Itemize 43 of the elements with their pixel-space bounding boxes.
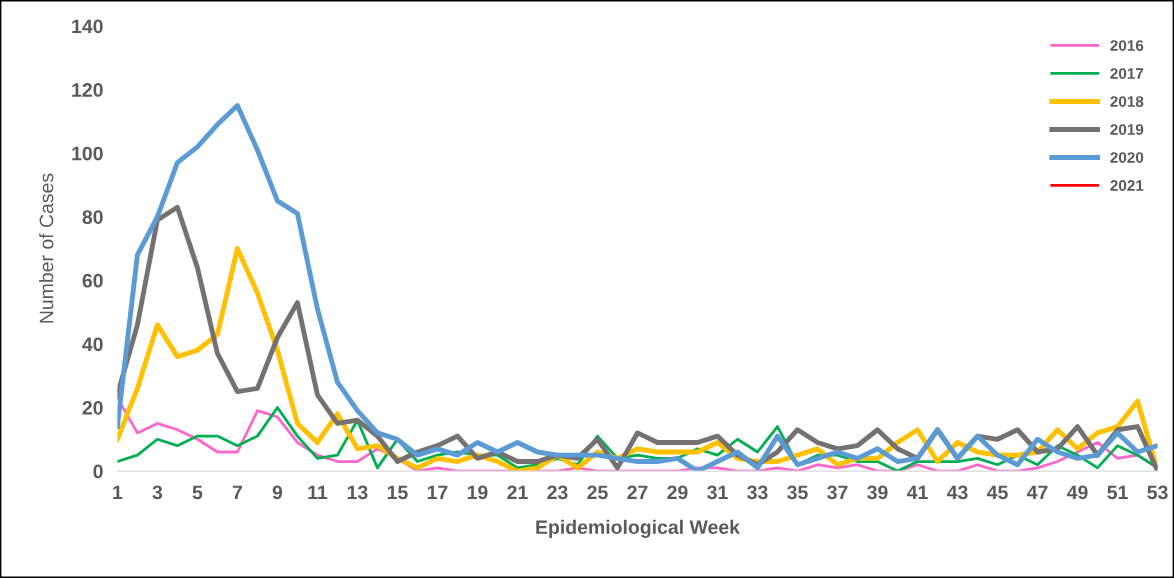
legend-label: 2019 <box>1110 124 1144 135</box>
x-tick-label: 5 <box>192 485 203 500</box>
y-tick-label: 140 <box>72 19 103 34</box>
y-tick-label: 0 <box>93 464 103 479</box>
legend-label: 2021 <box>1110 180 1144 191</box>
x-tick-label: 17 <box>427 485 448 500</box>
legend-label: 2018 <box>1110 96 1144 107</box>
legend-label: 2017 <box>1110 68 1144 79</box>
x-tick-label: 27 <box>627 485 648 500</box>
x-tick-label: 37 <box>827 485 848 500</box>
x-tick-label: 11 <box>308 485 328 500</box>
x-axis-title: Epidemiological Week <box>536 519 740 538</box>
x-tick-label: 53 <box>1147 485 1168 500</box>
y-tick-label: 60 <box>82 273 103 288</box>
x-tick-label: 31 <box>707 485 728 500</box>
legend-label: 2016 <box>1110 40 1144 51</box>
x-tick-label: 25 <box>587 485 608 500</box>
y-tick-label: 100 <box>72 146 103 161</box>
y-tick-label: 120 <box>72 83 103 97</box>
x-tick-label: 51 <box>1107 485 1128 500</box>
x-tick-label: 43 <box>947 485 968 500</box>
x-tick-label: 47 <box>1027 485 1048 500</box>
x-tick-label: 35 <box>787 485 808 500</box>
legend-label: 2020 <box>1110 152 1144 163</box>
x-tick-label: 3 <box>152 485 163 500</box>
x-tick-label: 9 <box>272 485 283 500</box>
x-tick-label: 33 <box>747 485 768 500</box>
y-tick-label: 40 <box>82 337 103 352</box>
x-tick-label: 49 <box>1067 485 1088 500</box>
x-tick-label: 7 <box>232 485 242 500</box>
x-tick-label: 39 <box>867 485 888 500</box>
y-tick-label: 80 <box>82 210 103 224</box>
x-tick-label: 21 <box>507 485 528 500</box>
x-tick-label: 45 <box>987 485 1008 500</box>
y-axis-title: Number of Cases <box>39 173 54 323</box>
x-tick-label: 1 <box>113 485 123 500</box>
x-tick-label: 15 <box>387 485 408 500</box>
x-tick-label: 13 <box>347 485 368 500</box>
x-tick-label: 23 <box>547 485 568 500</box>
x-tick-label: 29 <box>667 485 688 500</box>
x-tick-label: 41 <box>907 485 928 500</box>
y-tick-label: 20 <box>82 400 103 415</box>
x-tick-label: 19 <box>467 485 488 500</box>
